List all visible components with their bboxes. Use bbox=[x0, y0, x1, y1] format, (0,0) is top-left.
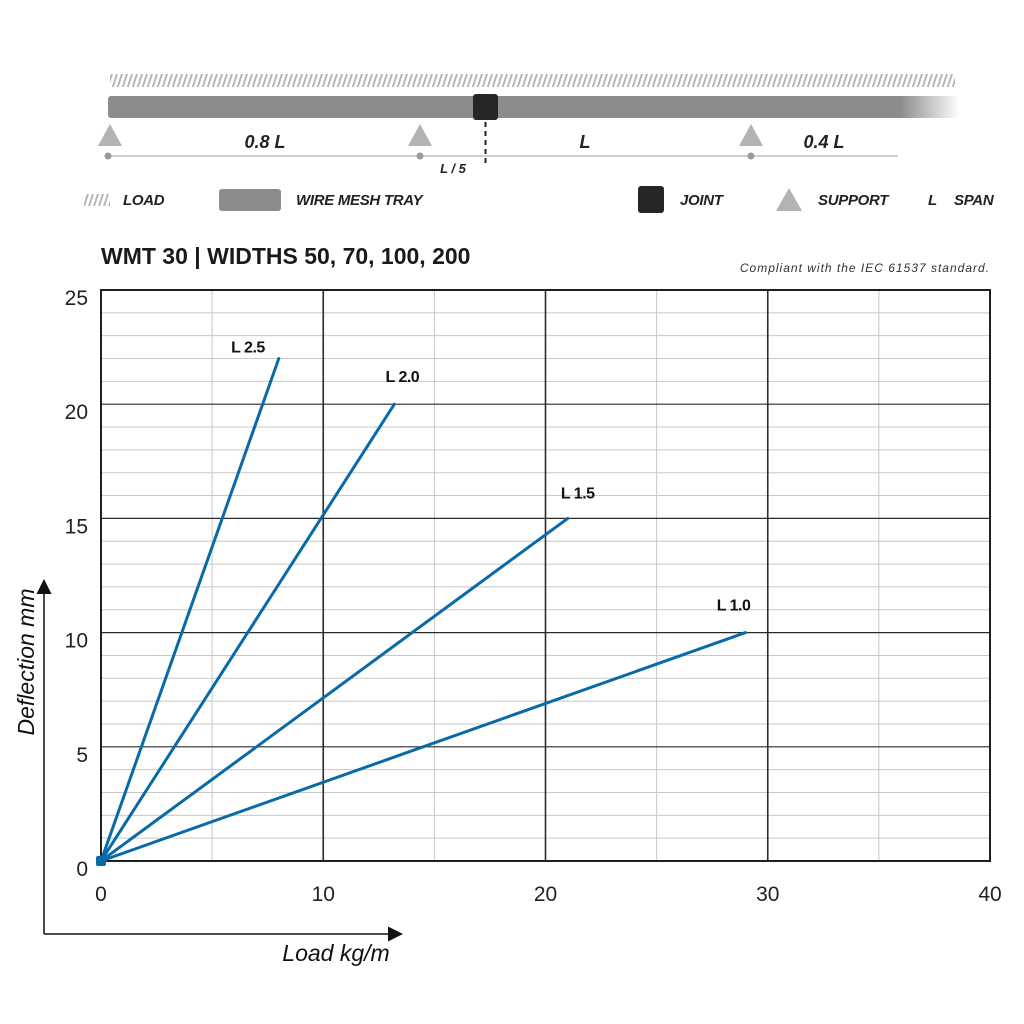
series-label: L 1.0 bbox=[717, 598, 751, 615]
legend-support-label: SUPPORT bbox=[818, 192, 890, 209]
series-lines bbox=[96, 357, 748, 866]
y-tick-labels: 0 5 10 15 20 25 bbox=[65, 287, 88, 881]
y-tick-label: 0 bbox=[76, 858, 88, 881]
support-icon bbox=[739, 124, 763, 146]
origin-marker bbox=[96, 856, 106, 866]
series-label: L 2.5 bbox=[231, 340, 265, 357]
tray-swatch bbox=[219, 189, 281, 211]
series-line-l-2-5 bbox=[99, 357, 281, 863]
series-label: L 1.5 bbox=[561, 485, 595, 502]
legend-joint-label: JOINT bbox=[680, 192, 725, 209]
series-labels: L 2.5 L 2.0 L 1.5 L 1.0 bbox=[231, 340, 751, 615]
series-line-l-2-0 bbox=[99, 402, 396, 863]
x-tick-label: 0 bbox=[95, 883, 107, 906]
legend-span-symbol: L bbox=[928, 192, 937, 209]
x-tick-label: 40 bbox=[978, 883, 1001, 906]
series-line-l-1-5 bbox=[99, 516, 570, 863]
legend: LOAD WIRE MESH TRAY JOINT SUPPORT L SPAN bbox=[84, 186, 995, 213]
compliance-note: Compliant with the IEC 61537 standard. bbox=[740, 261, 990, 275]
support-icon bbox=[408, 124, 432, 146]
x-tick-labels: 0 10 20 30 40 bbox=[95, 883, 1002, 906]
support-swatch-icon bbox=[776, 188, 802, 211]
major-grid bbox=[101, 290, 990, 861]
plot-frame bbox=[100, 289, 991, 862]
legend-span-label: SPAN bbox=[954, 192, 995, 209]
y-tick-label: 5 bbox=[76, 744, 88, 767]
series-label: L 2.0 bbox=[386, 369, 420, 386]
dimension-dot bbox=[747, 152, 755, 160]
y-tick-label: 15 bbox=[65, 515, 88, 538]
y-tick-label: 20 bbox=[65, 401, 88, 424]
support-icon bbox=[98, 124, 122, 146]
beam-diagram: 0.8 L L 0.4 L L / 5 bbox=[98, 74, 960, 176]
dimension-mid-label: L bbox=[580, 132, 591, 152]
joint-swatch bbox=[638, 186, 664, 213]
dimension-dot bbox=[104, 152, 112, 160]
x-tick-label: 20 bbox=[534, 883, 557, 906]
series-line-l-1-0 bbox=[99, 631, 748, 863]
dimension-left-label: 0.8 L bbox=[244, 132, 285, 152]
x-tick-label: 30 bbox=[756, 883, 779, 906]
x-axis-title: Load kg/m bbox=[282, 940, 389, 966]
y-tick-label: 25 bbox=[65, 287, 88, 310]
wire-mesh-tray-bar bbox=[108, 96, 960, 118]
load-hatch-swatch bbox=[84, 194, 110, 206]
plot-border bbox=[100, 289, 991, 862]
y-axis-title: Deflection mm bbox=[13, 589, 39, 736]
joint-marker bbox=[473, 94, 498, 120]
legend-load-label: LOAD bbox=[123, 192, 165, 209]
x-tick-label: 10 bbox=[312, 883, 335, 906]
dimension-joint-label: L / 5 bbox=[440, 161, 467, 176]
dimension-right-label: 0.4 L bbox=[803, 132, 844, 152]
dimension-dot bbox=[416, 152, 424, 160]
legend-tray-label: WIRE MESH TRAY bbox=[296, 192, 425, 209]
chart-title: WMT 30 | WIDTHS 50, 70, 100, 200 bbox=[101, 243, 470, 269]
y-tick-label: 10 bbox=[65, 630, 88, 653]
plot-area: L 2.5 L 2.0 L 1.5 L 1.0 0 10 20 30 40 0 5 10 15 20 2… bbox=[65, 287, 1002, 906]
load-hatch bbox=[110, 74, 955, 87]
